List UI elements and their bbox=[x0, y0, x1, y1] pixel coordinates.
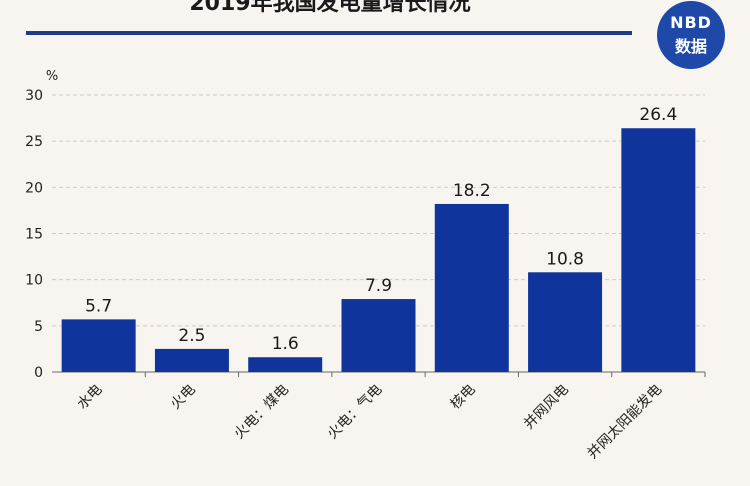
logo-text-nbd: NBD bbox=[670, 13, 712, 32]
x-category-label: 并网风电 bbox=[521, 382, 572, 433]
nbd-logo: NBD 数据 bbox=[657, 1, 725, 69]
y-tick-label: 20 bbox=[25, 180, 43, 196]
bar-value-label: 7.9 bbox=[365, 276, 392, 296]
y-tick-label: 10 bbox=[25, 273, 43, 289]
y-tick-label: 30 bbox=[25, 88, 43, 104]
bar-value-label: 1.6 bbox=[272, 334, 299, 354]
bar-value-label: 2.5 bbox=[178, 326, 205, 346]
bar bbox=[528, 272, 603, 372]
bar bbox=[434, 203, 509, 372]
bar-value-label: 10.8 bbox=[546, 249, 584, 269]
y-tick-label: 5 bbox=[34, 319, 43, 335]
bar bbox=[341, 299, 416, 372]
x-category-label: 火电 bbox=[168, 382, 199, 413]
bar-value-label: 18.2 bbox=[453, 181, 491, 201]
x-category-label: 火电：气电 bbox=[325, 382, 386, 443]
logo-text-data: 数据 bbox=[674, 37, 707, 56]
y-tick-label: 25 bbox=[25, 134, 43, 150]
chart-title: 2019年我国发电量增长情况 bbox=[189, 0, 471, 16]
bar-value-label: 5.7 bbox=[85, 296, 112, 316]
x-category-label: 核电 bbox=[448, 382, 479, 413]
x-category-label: 水电 bbox=[74, 382, 105, 413]
title-underline bbox=[26, 31, 632, 35]
y-axis-unit: % bbox=[46, 69, 58, 84]
bar-value-label: 26.4 bbox=[639, 105, 677, 125]
bar bbox=[61, 319, 136, 372]
bar bbox=[154, 348, 229, 372]
x-category-label: 并网太阳能发电 bbox=[585, 382, 666, 463]
bar bbox=[621, 128, 696, 372]
y-tick-label: 0 bbox=[34, 365, 43, 381]
y-tick-label: 15 bbox=[25, 227, 43, 243]
x-category-label: 火电：煤电 bbox=[231, 382, 292, 443]
bar bbox=[248, 357, 323, 372]
